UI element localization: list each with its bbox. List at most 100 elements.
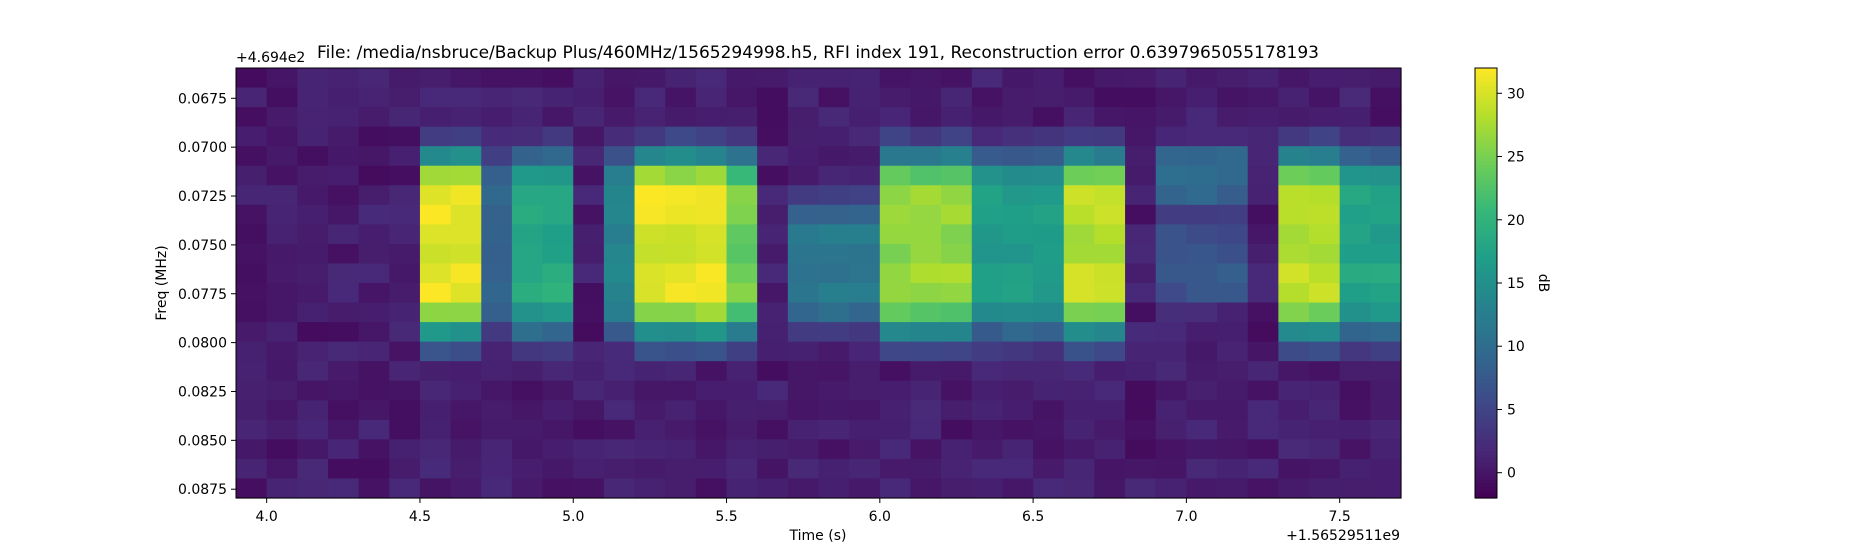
heatmap-cell — [726, 185, 758, 206]
heatmap-cell — [757, 243, 789, 265]
heatmap-cell — [327, 204, 360, 225]
heatmap-cell — [1155, 361, 1187, 382]
heatmap-cell — [1033, 243, 1065, 265]
heatmap-cell — [389, 283, 421, 304]
heatmap-cell — [726, 478, 758, 499]
heatmap-cell — [665, 146, 697, 167]
heatmap-cell — [573, 400, 605, 421]
heatmap-cell — [1217, 458, 1249, 480]
heatmap-cell — [726, 107, 758, 128]
heatmap-cell — [450, 458, 482, 480]
heatmap-cell — [1370, 185, 1402, 206]
heatmap-cell — [910, 419, 942, 440]
heatmap-cell — [818, 380, 850, 401]
heatmap-cell — [481, 361, 513, 382]
heatmap-cell — [1125, 185, 1157, 206]
colorbar-segment — [1475, 207, 1497, 212]
heatmap-cell — [634, 458, 666, 480]
colorbar-segment — [1475, 297, 1497, 302]
heatmap-cell — [941, 243, 973, 265]
heatmap-cell — [1278, 146, 1310, 167]
heatmap-cell — [665, 263, 697, 284]
heatmap-cell — [481, 341, 513, 362]
heatmap-cell — [297, 263, 329, 284]
heatmap-cell — [573, 439, 605, 460]
colorbar-segment — [1475, 275, 1497, 281]
heatmap-cell — [695, 322, 728, 343]
heatmap-cell — [419, 322, 452, 343]
heatmap-cell — [1033, 107, 1065, 128]
heatmap-cell — [634, 146, 666, 167]
heatmap-cell — [1063, 283, 1096, 304]
heatmap-cell — [1278, 243, 1310, 265]
heatmap-cell — [358, 283, 390, 304]
heatmap-cell — [573, 146, 605, 167]
heatmap-cell — [358, 361, 390, 382]
heatmap-cell — [757, 458, 789, 480]
heatmap-cell — [603, 322, 636, 343]
heatmap-cell — [757, 361, 789, 382]
heatmap-cell — [481, 263, 513, 284]
heatmap-cell — [1155, 263, 1187, 284]
heatmap-cell — [757, 341, 789, 362]
heatmap-cell — [1002, 322, 1034, 343]
heatmap-cell — [1063, 400, 1096, 421]
plot-frame — [235, 67, 1402, 499]
colorbar-segment — [1475, 455, 1497, 460]
heatmap-cell — [1370, 478, 1402, 499]
heatmap-cell — [849, 458, 881, 480]
heatmap-cell — [236, 439, 268, 460]
heatmap-cell — [971, 185, 1004, 206]
heatmap-cell — [1217, 400, 1249, 421]
heatmap-cell — [327, 263, 360, 284]
heatmap-cell — [1155, 224, 1187, 245]
colorbar-segment — [1475, 318, 1497, 324]
heatmap-cell — [1339, 322, 1371, 343]
heatmap-cell — [1063, 458, 1096, 480]
heatmap-cell — [1125, 302, 1157, 323]
heatmap-cell — [389, 380, 421, 401]
heatmap-cell — [941, 302, 973, 323]
heatmap-cell — [1033, 458, 1065, 480]
heatmap-cell — [297, 322, 329, 343]
heatmap-cell — [1002, 126, 1034, 147]
heatmap-cell — [297, 341, 329, 362]
heatmap-cell — [879, 341, 912, 362]
heatmap-cell — [818, 87, 850, 108]
heatmap-cell — [695, 87, 728, 108]
heatmap-cell — [787, 87, 820, 108]
heatmap-cell — [1125, 126, 1157, 147]
heatmap-cell — [1309, 341, 1341, 362]
heatmap-cell — [910, 243, 942, 265]
heatmap-cell — [879, 400, 912, 421]
heatmap-cell — [266, 478, 298, 499]
heatmap-cell — [910, 146, 942, 167]
heatmap-cell — [1063, 439, 1096, 460]
heatmap-cell — [879, 458, 912, 480]
heatmap-cell — [419, 68, 452, 89]
heatmap-cell — [1186, 243, 1218, 265]
heatmap-cell — [1125, 107, 1157, 128]
heatmap-cell — [695, 361, 728, 382]
heatmap-cell — [1217, 243, 1249, 265]
heatmap-cell — [1033, 146, 1065, 167]
heatmap-cell — [603, 165, 636, 186]
heatmap-cell — [266, 302, 298, 323]
heatmap-cell — [1217, 263, 1249, 284]
heatmap-cell — [1033, 341, 1065, 362]
heatmap-cell — [1125, 263, 1157, 284]
colorbar-segment — [1475, 150, 1497, 155]
colorbar-segment — [1475, 433, 1497, 438]
heatmap-cell — [1217, 341, 1249, 362]
heatmap-cell — [419, 87, 452, 108]
heatmap-cell — [1247, 107, 1279, 128]
heatmap-cell — [481, 126, 513, 147]
heatmap-cell — [971, 243, 1004, 265]
heatmap-cell — [297, 400, 329, 421]
heatmap-cell — [1002, 458, 1034, 480]
heatmap-cell — [236, 204, 268, 225]
colorbar-segment — [1475, 401, 1497, 406]
heatmap-cell — [1125, 165, 1157, 186]
colorbar-segment — [1475, 340, 1497, 345]
heatmap-cell — [389, 361, 421, 382]
